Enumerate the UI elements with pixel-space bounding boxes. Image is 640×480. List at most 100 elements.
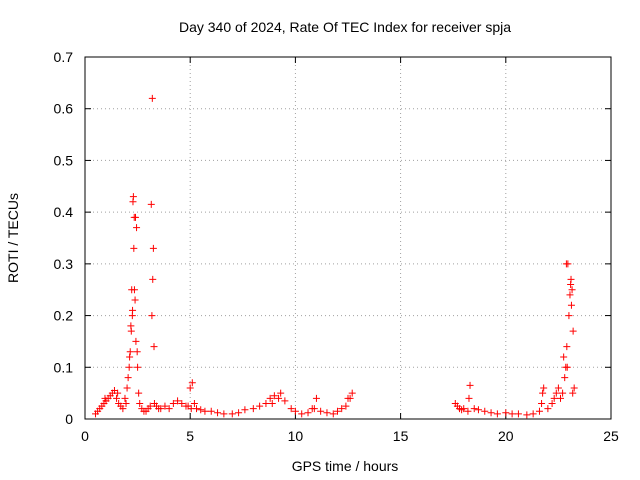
data-point xyxy=(565,312,573,320)
data-point xyxy=(538,399,546,407)
data-point xyxy=(149,244,157,252)
y-tick-label: 0.3 xyxy=(54,256,74,272)
data-point xyxy=(563,363,571,371)
data-point xyxy=(535,407,543,415)
data-point xyxy=(190,399,198,407)
data-point xyxy=(342,402,350,410)
x-tick-label: 20 xyxy=(498,428,514,444)
data-point xyxy=(567,301,575,309)
data-point xyxy=(149,275,157,283)
data-point xyxy=(201,407,209,415)
data-point xyxy=(129,198,137,206)
data-point xyxy=(460,405,468,413)
chart-title: Day 340 of 2024, Rate Of TEC Index for r… xyxy=(179,19,511,35)
data-point xyxy=(502,409,510,417)
data-point xyxy=(568,286,576,294)
data-point xyxy=(123,384,131,392)
data-point xyxy=(566,291,574,299)
data-point xyxy=(557,394,565,402)
data-point xyxy=(150,343,158,351)
data-point xyxy=(220,410,228,418)
x-tick-labels: 0 5 10 15 20 25 xyxy=(81,428,619,444)
y-axis-label: ROTI / TECUs xyxy=(5,193,21,283)
data-point xyxy=(333,407,341,415)
data-point xyxy=(291,407,299,415)
y-tick-label: 0.4 xyxy=(54,204,74,220)
data-point xyxy=(312,394,320,402)
data-point xyxy=(569,389,577,397)
data-point xyxy=(338,405,346,413)
data-point xyxy=(135,389,143,397)
data-point xyxy=(132,337,140,345)
data-point xyxy=(174,397,182,405)
data-point xyxy=(187,405,195,413)
data-point xyxy=(122,399,130,407)
data-point xyxy=(126,348,134,356)
data-point xyxy=(464,407,472,415)
data-point xyxy=(186,384,194,392)
data-point xyxy=(323,409,331,417)
data-point xyxy=(270,392,278,400)
data-point xyxy=(133,224,141,232)
x-tick-label: 0 xyxy=(81,428,89,444)
data-point xyxy=(126,353,134,361)
data-point xyxy=(465,394,473,402)
data-point xyxy=(256,402,264,410)
data-point xyxy=(130,213,138,221)
data-point xyxy=(277,389,285,397)
data-point xyxy=(165,405,173,413)
data-point xyxy=(133,348,141,356)
data-point xyxy=(304,409,312,417)
data-point xyxy=(125,363,133,371)
data-point xyxy=(329,410,337,418)
data-points xyxy=(92,94,578,419)
y-tick-label: 0.2 xyxy=(54,308,74,324)
x-tick-label: 10 xyxy=(288,428,304,444)
data-point xyxy=(523,411,531,419)
data-point xyxy=(544,405,552,413)
data-point xyxy=(124,374,132,382)
data-point xyxy=(563,343,571,351)
y-tick-label: 0.1 xyxy=(54,359,74,375)
data-point xyxy=(344,394,352,402)
data-point xyxy=(121,394,129,402)
data-point xyxy=(559,389,567,397)
data-point xyxy=(548,399,556,407)
data-point xyxy=(481,407,489,415)
data-point xyxy=(540,384,548,392)
data-point xyxy=(131,296,139,304)
data-point xyxy=(214,409,222,417)
data-point xyxy=(474,406,482,414)
data-point xyxy=(298,410,306,418)
data-point xyxy=(493,410,501,418)
data-point xyxy=(148,312,156,320)
data-point xyxy=(101,394,109,402)
y-tick-label: 0.5 xyxy=(54,152,74,168)
data-point xyxy=(262,399,270,407)
data-point xyxy=(552,389,560,397)
data-point xyxy=(550,394,558,402)
data-point xyxy=(562,260,570,268)
data-point xyxy=(308,405,316,413)
data-point xyxy=(487,409,495,417)
axis-ticks xyxy=(84,56,612,420)
data-point xyxy=(134,363,142,371)
data-point xyxy=(146,402,154,410)
data-point xyxy=(287,405,295,413)
y-tick-label: 0.6 xyxy=(54,101,74,117)
y-tick-label: 0.7 xyxy=(54,49,74,65)
data-point xyxy=(147,200,155,208)
data-point xyxy=(241,406,249,414)
data-point xyxy=(235,409,243,417)
data-point xyxy=(539,389,547,397)
data-point xyxy=(466,381,474,389)
data-point xyxy=(128,286,136,294)
y-tick-label: 0 xyxy=(65,411,73,427)
x-axis-label: GPS time / hours xyxy=(292,458,399,474)
data-point xyxy=(529,410,537,418)
data-point xyxy=(268,399,276,407)
data-point xyxy=(266,394,274,402)
data-point xyxy=(119,405,127,413)
data-point xyxy=(161,402,169,410)
